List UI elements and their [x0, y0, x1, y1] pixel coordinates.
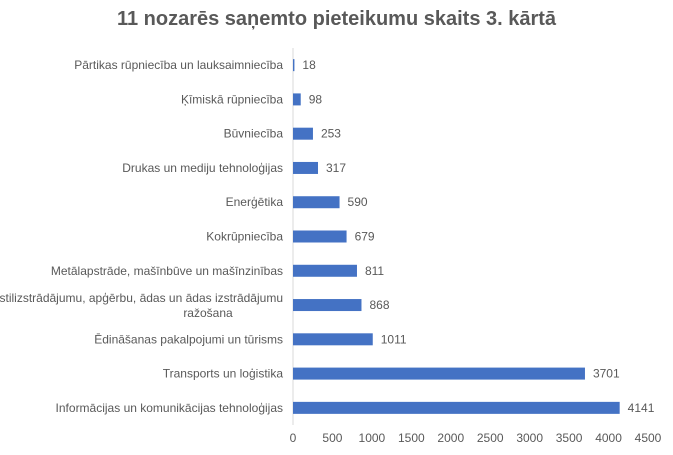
chart-title: 11 nozarēs saņemto pieteikumu skaits 3. … — [116, 8, 557, 30]
category-label: Ķīmiskā rūpniecība — [181, 92, 283, 106]
data-label: 98 — [309, 92, 323, 106]
x-tick-label: 1000 — [359, 431, 386, 445]
category-label: Informācijas un komunikācijas tehnoloģij… — [56, 401, 283, 415]
bar — [293, 367, 585, 380]
bar — [293, 230, 347, 243]
data-label: 590 — [348, 195, 368, 209]
x-tick-label: 4000 — [595, 431, 622, 445]
bar — [293, 127, 313, 140]
category-label: Enerģētika — [226, 195, 284, 209]
data-label: 1011 — [381, 332, 407, 346]
category-label: Transports un loģistika — [163, 367, 284, 381]
bar — [293, 333, 373, 346]
data-label: 868 — [369, 298, 389, 312]
x-tick-label: 1500 — [398, 431, 425, 445]
data-label: 3701 — [593, 367, 620, 381]
bar — [293, 401, 620, 414]
category-label: Drukas un mediju tehnoloģijas — [122, 161, 283, 175]
data-label: 679 — [355, 230, 375, 244]
data-label: 253 — [321, 127, 341, 141]
data-label: 4141 — [628, 401, 655, 415]
x-tick-label: 4500 — [635, 431, 662, 445]
category-label: Metālapstrāde, mašīnbūve un mašīnzinības — [51, 264, 283, 278]
category-label: Kokrūpniecība — [206, 230, 283, 244]
x-tick-label: 0 — [290, 431, 297, 445]
data-label: 317 — [326, 161, 346, 175]
x-tick-label: 3000 — [516, 431, 543, 445]
bar — [293, 264, 357, 277]
bar — [293, 161, 319, 174]
category-label: Būvniecība — [224, 127, 284, 141]
x-tick-label: 500 — [322, 431, 342, 445]
bar — [293, 299, 362, 312]
data-label: 18 — [302, 58, 316, 72]
bar — [293, 93, 301, 106]
bar — [293, 196, 340, 209]
category-label: Ēdināšanas pakalpojumi un tūrisms — [94, 332, 283, 346]
x-tick-label: 3500 — [556, 431, 583, 445]
x-tick-label: 2000 — [437, 431, 464, 445]
category-label: Pārtikas rūpniecība un lauksaimniecība — [74, 58, 283, 72]
data-label: 811 — [365, 264, 384, 278]
category-label: Tekstilizstrādājumu, apģērbu, ādas un ād… — [0, 291, 283, 320]
bar — [293, 59, 295, 72]
x-tick-label: 2500 — [477, 431, 504, 445]
